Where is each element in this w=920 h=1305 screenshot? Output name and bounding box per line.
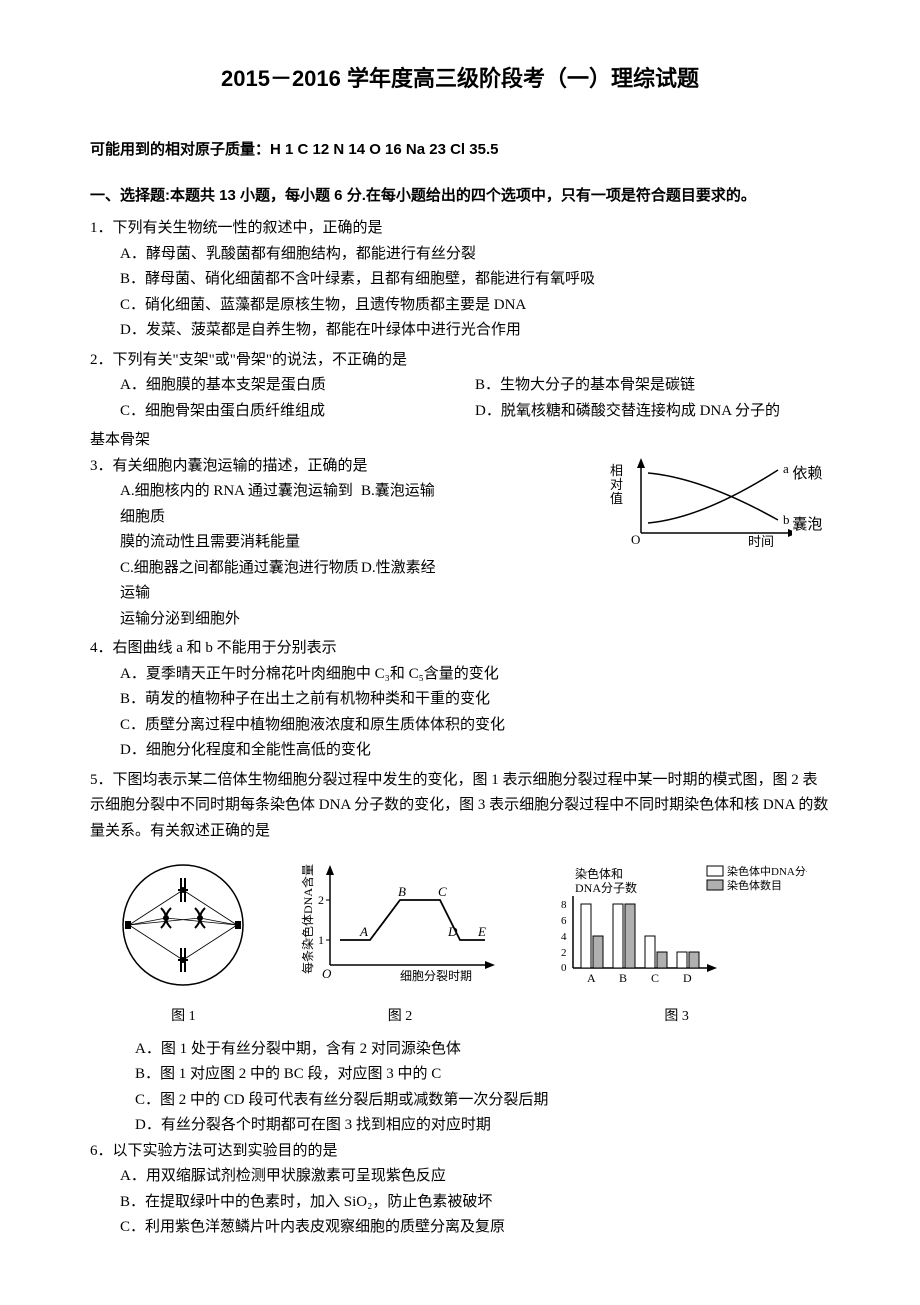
q5-opt-d: D．有丝分裂各个时期都可在图 3 找到相应的对应时期	[135, 1113, 830, 1139]
q1-opt-c: C．硝化细菌、蓝藻都是原核生物，且遗传物质都主要是 DNA	[120, 293, 830, 319]
figure-3: 染色体中DNA分子数 染色体数目 染色体和 DNA分子数 8 6 4 2 0	[547, 860, 807, 1029]
q6-opt-c: C．利用紫色洋葱鳞片叶内表皮观察细胞的质壁分离及复原	[120, 1215, 830, 1241]
q1-opt-a: A．酵母菌、乳酸菌都有细胞结构，都能进行有丝分裂	[120, 242, 830, 268]
fig3-tick6: 6	[561, 915, 567, 927]
q5-opt-c: C．图 2 中的 CD 段可代表有丝分裂后期或减数第一次分裂后期	[135, 1088, 830, 1114]
q6-num: 6．	[90, 1143, 113, 1159]
question-6: 6．以下实验方法可达到实验目的的是 A．用双缩脲试剂检测甲状腺激素可呈现紫色反应…	[90, 1139, 830, 1241]
q5-opt-b: B．图 1 对应图 2 中的 BC 段，对应图 3 中的 C	[135, 1062, 830, 1088]
fig3-catC: C	[651, 971, 659, 985]
q3-text: 有关细胞内囊泡运输的描述，正确的是	[113, 458, 368, 474]
fig3-yl1: 染色体和	[575, 866, 623, 881]
q5-opt-a: A．图 1 处于有丝分裂中期，含有 2 对同源染色体	[135, 1037, 830, 1063]
fig2-B: B	[398, 884, 406, 899]
page-title: 2015－2016 学年度高三级阶段考（一）理综试题	[90, 60, 830, 97]
q1-opt-b: B．酵母菌、硝化细菌都不含叶绿素，且都有细胞壁，都能进行有氧呼吸	[120, 267, 830, 293]
fig1-label: 图 1	[113, 1005, 253, 1029]
q5-num: 5．	[90, 772, 113, 788]
q3-opt-b-pre: B.囊泡运输	[361, 483, 435, 499]
graph3-b: b	[783, 512, 790, 527]
q3-opt-c2: 运输分泌到细胞外	[120, 607, 602, 633]
q4-opt-a: A．夏季晴天正午时分棉花叶肉细胞中 C₃和 C₅含量的变化	[120, 662, 830, 688]
graph3-ylabel: 相 对 值	[610, 458, 623, 548]
section-heading: 一、选择题:本题共 13 小题，每小题 6 分.在每小题给出的四个选项中，只有一…	[90, 183, 830, 209]
question-5: 5．下图均表示某二倍体生物细胞分裂过程中发生的变化，图 1 表示细胞分裂过程中某…	[90, 768, 830, 845]
fig2-t2: 2	[318, 893, 324, 907]
q6-text: 以下实验方法可达到实验目的的是	[113, 1143, 338, 1159]
q4-opt-b: B．萌发的植物种子在出土之前有机物种类和干重的变化	[120, 687, 830, 713]
q3-d-suf: 囊泡	[792, 513, 830, 539]
q3-opt-d-pre: D.性激素经	[361, 560, 436, 576]
q2-opt-d-cont: 基本骨架	[90, 428, 830, 454]
figure-1: 图 1	[113, 860, 253, 1029]
q2-opt-a: A．细胞膜的基本支架是蛋白质	[120, 373, 475, 399]
q2-num: 2．	[90, 352, 113, 368]
q2-opt-b: B．生物大分子的基本骨架是碳链	[475, 373, 830, 399]
fig1-svg	[113, 860, 253, 990]
q1-num: 1．	[90, 220, 113, 236]
fig3-label: 图 3	[547, 1005, 807, 1029]
q6-opt-a: A．用双缩脲试剂检测甲状腺激素可呈现紫色反应	[120, 1164, 830, 1190]
fig3-catB: B	[619, 971, 627, 985]
fig3-leg2: 染色体数目	[727, 878, 782, 892]
q3-opt-a2: 膜的流动性且需要消耗能量	[120, 530, 602, 556]
q2-opt-d: D．脱氧核糖和磷酸交替连接构成 DNA 分子的	[475, 399, 830, 425]
fig2-xlabel: 细胞分裂时期	[400, 969, 472, 983]
q3-num: 3．	[90, 458, 113, 474]
fig3-catA: A	[587, 971, 596, 985]
q2-opt-c: C．细胞骨架由蛋白质纤维组成	[120, 399, 475, 425]
fig2-D: D	[447, 924, 458, 939]
graph3-a: a	[783, 461, 789, 476]
fig3-tick8: 8	[561, 899, 567, 911]
fig2-t1: 1	[318, 933, 324, 947]
fig3-catD: D	[683, 971, 692, 985]
fig2-ylabel: 每条染色体DNA含量	[300, 864, 315, 974]
q6-opt-b: B．在提取绿叶中的色素时，加入 SiO₂，防止色素被破坏	[120, 1190, 830, 1216]
q1-opt-d: D．发菜、菠菜都是自养生物，都能在叶绿体中进行光合作用	[120, 318, 830, 344]
q4-num: 4．	[90, 640, 113, 656]
fig3-yl2: DNA分子数	[575, 880, 637, 895]
atomic-masses: 可能用到的相对原子质量：H 1 C 12 N 14 O 16 Na 23 Cl …	[90, 137, 830, 163]
q5-text: 下图均表示某二倍体生物细胞分裂过程中发生的变化，图 1 表示细胞分裂过程中某一时…	[90, 772, 828, 839]
q3-opt-a: A.细胞核内的 RNA 通过囊泡运输到细胞质	[120, 483, 353, 525]
question-3-wrap: 3．有关细胞内囊泡运输的描述，正确的是 A.细胞核内的 RNA 通过囊泡运输到细…	[90, 454, 830, 637]
fig2-C: C	[438, 884, 447, 899]
q3-b-suf: 依赖	[792, 462, 830, 488]
fig2-A: A	[359, 924, 368, 939]
fig3-tick0: 0	[561, 962, 567, 974]
graph3-svg: a b O 时间	[623, 458, 792, 548]
q3-opt-c: C.细胞器之间都能通过囊泡进行物质运输	[120, 560, 359, 602]
graph3-x: 时间	[748, 534, 774, 548]
fig3-tick2: 2	[561, 947, 567, 959]
q4-opt-d: D．细胞分化程度和全能性高低的变化	[120, 738, 830, 764]
figure-2: 每条染色体DNA含量 1 2 A B C D E O 细胞分裂时期 图 2	[300, 860, 500, 1029]
fig3-tick4: 4	[561, 931, 567, 943]
fig2-label: 图 2	[300, 1005, 500, 1029]
graph3-yl3: 值	[610, 492, 623, 506]
fig3-leg1: 染色体中DNA分子数	[727, 864, 807, 878]
graph3-o: O	[631, 532, 640, 547]
q4-opt-c: C．质壁分离过程中植物细胞液浓度和原生质体体积的变化	[120, 713, 830, 739]
fig2-E: E	[477, 924, 486, 939]
graph3-yl1: 相	[610, 464, 623, 478]
q1-text: 下列有关生物统一性的叙述中，正确的是	[113, 220, 383, 236]
fig2-O: O	[322, 966, 332, 981]
fig3-svg: 染色体中DNA分子数 染色体数目 染色体和 DNA分子数 8 6 4 2 0	[547, 860, 807, 990]
graph3-yl2: 对	[610, 478, 623, 492]
question-4: 4．右图曲线 a 和 b 不能用于分别表示 A．夏季晴天正午时分棉花叶肉细胞中 …	[90, 636, 830, 764]
question-3: 3．有关细胞内囊泡运输的描述，正确的是 A.细胞核内的 RNA 通过囊泡运输到细…	[90, 454, 602, 633]
question-1: 1．下列有关生物统一性的叙述中，正确的是 A．酵母菌、乳酸菌都有细胞结构，都能进…	[90, 216, 830, 344]
q2-text: 下列有关"支架"或"骨架"的说法，不正确的是	[113, 352, 408, 368]
q4-text: 右图曲线 a 和 b 不能用于分别表示	[113, 640, 337, 656]
fig2-svg: 每条染色体DNA含量 1 2 A B C D E O 细胞分裂时期	[300, 860, 500, 990]
figures-row: 图 1 每条染色体DNA含量 1 2 A B C D E O 细胞分裂时期 图 …	[90, 860, 830, 1029]
question-2: 2．下列有关"支架"或"骨架"的说法，不正确的是 A．细胞膜的基本支架是蛋白质 …	[90, 348, 830, 425]
